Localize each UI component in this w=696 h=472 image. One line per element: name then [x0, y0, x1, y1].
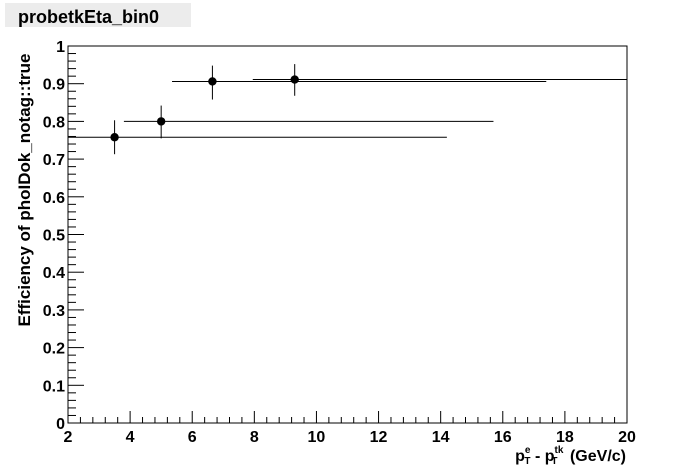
x-tick-label: 8 — [250, 429, 259, 446]
data-point — [156, 117, 166, 126]
y-tick-label: 0.6 — [43, 190, 65, 207]
x-tick-label: 4 — [126, 429, 135, 446]
y-tick-label: 1 — [56, 39, 65, 56]
data-point-group — [123, 105, 494, 139]
x-tick-label: 20 — [618, 429, 636, 446]
y-tick-label: 0.3 — [43, 303, 65, 320]
x-tick-label: 6 — [188, 429, 197, 446]
x-tick-label: 18 — [556, 429, 574, 446]
x-tick-label: 2 — [64, 429, 73, 446]
y-axis-label: Efficiency of phoIDok_notag::true — [15, 54, 34, 327]
data-point — [110, 133, 119, 142]
y-tick-label: 0.1 — [43, 378, 65, 395]
x-tick-label: 10 — [308, 429, 326, 446]
data-point-group — [252, 64, 627, 96]
data-point — [290, 75, 299, 84]
y-tick-label: 0.9 — [43, 77, 65, 94]
x-axis-label: pe T - ptk T (GeV/c) — [515, 445, 626, 467]
y-tick-label: 0.4 — [43, 265, 65, 282]
y-tick-label: 0.5 — [43, 228, 65, 245]
data-point — [208, 77, 217, 86]
y-tick-label: 0.7 — [43, 152, 65, 169]
x-tick-label: 14 — [432, 429, 450, 446]
y-tick-label: 0.8 — [43, 114, 65, 131]
data-point-group — [172, 65, 547, 100]
y-tick-label: 0.2 — [43, 341, 65, 358]
x-tick-label: 16 — [494, 429, 512, 446]
data-point-group — [68, 120, 447, 155]
plot-frame — [67, 45, 628, 424]
chart-title: probetkEta_bin0 — [18, 7, 160, 27]
x-tick-label: 12 — [370, 429, 388, 446]
y-tick-label: 0 — [56, 416, 65, 433]
title-box: probetkEta_bin0 — [5, 3, 191, 27]
